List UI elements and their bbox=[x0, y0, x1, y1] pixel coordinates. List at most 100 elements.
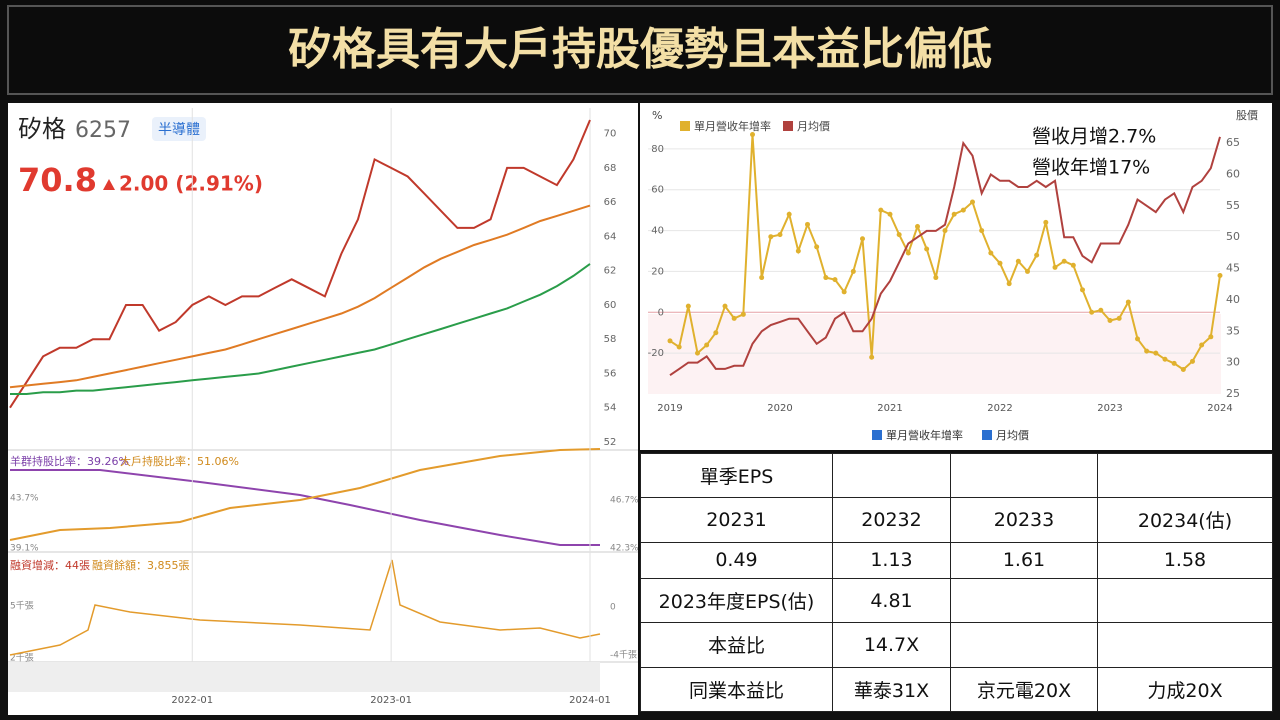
stock-code: 6257 bbox=[75, 118, 131, 143]
y-tick-label: 66 bbox=[604, 197, 617, 208]
point bbox=[841, 289, 847, 295]
y-tick-label: 56 bbox=[604, 368, 617, 379]
point bbox=[1135, 336, 1140, 342]
table-cell: 同業本益比 bbox=[640, 666, 833, 713]
table-cell: 20234(估) bbox=[1097, 497, 1273, 543]
legend-label[interactable]: 月均價 bbox=[996, 428, 1029, 442]
eps-table: 單季EPS 20231 20232 20233 20234(估) 0.49 1.13 1.61… bbox=[640, 452, 1273, 713]
tick-label: 39.1% bbox=[10, 544, 39, 554]
tick-label: 0 bbox=[610, 603, 616, 613]
y-tick-label: 62 bbox=[604, 266, 617, 277]
point bbox=[860, 236, 865, 242]
annotation: 營收月增2.7% bbox=[1032, 126, 1156, 148]
point bbox=[750, 132, 755, 138]
point bbox=[1171, 360, 1177, 366]
point bbox=[695, 350, 700, 356]
y-tick-label: 54 bbox=[604, 403, 617, 414]
table-cell: 1.58 bbox=[1097, 541, 1273, 580]
y2-tick-label: 35 bbox=[1226, 324, 1240, 337]
y-tick-label: 68 bbox=[604, 163, 617, 174]
point bbox=[1015, 258, 1021, 264]
point bbox=[933, 275, 939, 281]
banner-frame bbox=[7, 5, 1273, 95]
point bbox=[869, 354, 875, 360]
y-tick-label: -20 bbox=[648, 348, 664, 359]
y-tick-label: 70 bbox=[604, 129, 617, 140]
point bbox=[805, 221, 810, 227]
annotation: 營收年增17% bbox=[1032, 157, 1150, 179]
point bbox=[942, 228, 948, 234]
point bbox=[1089, 309, 1095, 315]
up-arrow bbox=[103, 179, 115, 190]
table-cell: 20233 bbox=[950, 497, 1098, 543]
table-cell: 本益比 bbox=[640, 622, 833, 668]
table-cell bbox=[950, 578, 1098, 624]
legend-label[interactable]: 單月營收年增率 bbox=[694, 119, 771, 133]
x-tick-label: 2022-01 bbox=[171, 695, 213, 706]
margin-change-label: 融資增減：44張 bbox=[10, 558, 90, 572]
point bbox=[1043, 219, 1049, 225]
table-cell bbox=[1097, 452, 1273, 499]
tick-label: 5千張 bbox=[10, 601, 34, 612]
page-title: 矽格具有大戶持股優勢且本益比偏低 bbox=[288, 24, 992, 75]
point bbox=[1070, 262, 1076, 268]
left-panel bbox=[8, 103, 638, 715]
point bbox=[1034, 252, 1040, 258]
x-tick-label: 2023-01 bbox=[370, 695, 412, 706]
checkbox[interactable] bbox=[982, 430, 992, 440]
x-tick-label: 2024-01 bbox=[569, 695, 611, 706]
table-cell: 單季EPS bbox=[640, 452, 833, 499]
checkbox[interactable] bbox=[872, 430, 882, 440]
point bbox=[970, 199, 975, 205]
point bbox=[924, 246, 930, 252]
y2-tick-label: 30 bbox=[1226, 356, 1240, 369]
table-cell bbox=[950, 622, 1098, 668]
y-tick-label: 80 bbox=[651, 144, 664, 155]
point bbox=[979, 228, 985, 234]
negative-zone bbox=[648, 314, 1221, 394]
point bbox=[704, 342, 710, 348]
x-tick-label: 2020 bbox=[767, 403, 792, 414]
table-cell: 0.49 bbox=[640, 541, 833, 580]
point bbox=[1199, 342, 1205, 348]
point bbox=[1144, 348, 1150, 354]
y2-tick-label: 60 bbox=[1226, 167, 1240, 180]
point bbox=[887, 211, 893, 217]
point bbox=[988, 250, 994, 256]
x-tick-label: 2024 bbox=[1207, 403, 1232, 414]
y2-tick-label: 65 bbox=[1226, 136, 1240, 149]
point bbox=[759, 275, 765, 281]
scroll-bar[interactable] bbox=[8, 662, 600, 692]
major-label: 大戶持股比率：51.06% bbox=[120, 454, 239, 468]
legend-label[interactable]: 月均價 bbox=[797, 119, 830, 133]
y-tick-label: 64 bbox=[604, 231, 617, 242]
point bbox=[915, 223, 920, 229]
retail-line bbox=[10, 469, 600, 546]
point bbox=[1153, 350, 1159, 356]
point bbox=[1006, 281, 1012, 287]
point bbox=[1217, 273, 1223, 279]
point bbox=[960, 207, 966, 213]
point bbox=[951, 211, 957, 217]
x-tick-label: 2021 bbox=[877, 403, 902, 414]
y-tick-label: 40 bbox=[651, 226, 664, 237]
y2-tick-label: 45 bbox=[1226, 262, 1240, 275]
point bbox=[1107, 317, 1113, 323]
point bbox=[795, 248, 801, 254]
point bbox=[1052, 264, 1058, 270]
point bbox=[768, 234, 774, 240]
x-tick-label: 2023 bbox=[1097, 403, 1122, 414]
legend-label[interactable]: 單月營收年增率 bbox=[886, 428, 963, 442]
y2-axis-label: 股價 bbox=[1236, 108, 1258, 122]
y-tick-label: 20 bbox=[651, 266, 664, 277]
table-cell: 14.7X bbox=[832, 622, 951, 668]
sector: 半導體 bbox=[158, 122, 200, 138]
y2-tick-label: 40 bbox=[1226, 293, 1240, 306]
table-cell bbox=[1097, 622, 1273, 668]
y-tick-label: 0 bbox=[658, 307, 664, 318]
table-row: 20231 20232 20233 20234(估) bbox=[640, 497, 1273, 543]
point bbox=[685, 303, 691, 309]
margin-line bbox=[9, 559, 601, 656]
